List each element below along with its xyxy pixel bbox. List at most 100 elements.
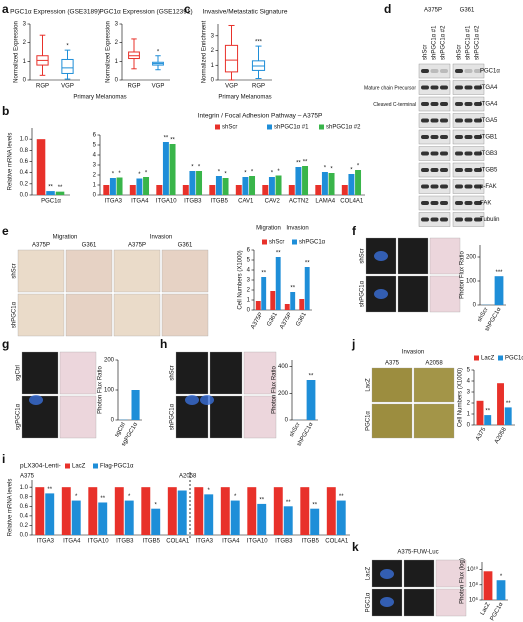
annotation: * — [191, 165, 194, 171]
y-tick-label: 3 — [247, 278, 251, 284]
blot-band — [455, 102, 463, 106]
annotation: * — [138, 172, 141, 178]
bar — [504, 407, 512, 425]
image-column-label: G361 — [82, 243, 97, 249]
blot-band — [440, 85, 448, 90]
panel-letter: i — [2, 452, 5, 466]
blot-band — [421, 85, 429, 90]
y-axis-label: Photon Flux (log) — [460, 558, 466, 604]
y-tick-label: 2 — [115, 40, 119, 46]
y-tick-label: 2 — [211, 48, 215, 54]
blot-band — [464, 168, 473, 172]
blot-note: Cleaved C-terminal — [373, 102, 416, 108]
blot-band — [455, 184, 463, 189]
bar — [45, 493, 55, 535]
y-tick-label: 4 — [247, 268, 251, 274]
blot-band — [440, 135, 448, 139]
y-tick-label: 5 — [93, 143, 97, 149]
x-tick-label: PGC1α — [489, 601, 504, 622]
bar — [103, 185, 110, 195]
blot-band — [474, 151, 482, 156]
bar — [129, 185, 136, 195]
blot-band — [474, 118, 482, 123]
panel-letter: c — [184, 2, 191, 16]
blot-band — [440, 201, 448, 205]
blot-band — [474, 102, 482, 106]
blot-band — [421, 184, 429, 189]
blot-band — [430, 217, 439, 222]
blot-row-label: ITGA4 — [480, 85, 498, 91]
blot-band — [430, 201, 439, 205]
x-tick-label: A375P — [279, 312, 293, 331]
blot-row-label: PGC1α — [480, 69, 500, 75]
y-tick-label: 10⁸ — [469, 581, 479, 588]
y-tick-label: 4 — [93, 153, 97, 159]
annotation: ** — [58, 185, 63, 191]
image-row-label: sgPGC1α — [16, 403, 22, 430]
bar — [162, 142, 169, 195]
y-tick-label: 0.8 — [20, 148, 29, 154]
annotation: ** — [100, 496, 105, 502]
y-tick-label: 100 — [104, 388, 115, 394]
x-axis-label: Primary Melanomas — [218, 95, 271, 101]
image-row-label: PGC1α — [366, 592, 372, 612]
y-axis-label: Normalized Expression — [14, 21, 20, 83]
image-tile — [59, 351, 97, 395]
x-tick-label: G361 — [295, 311, 308, 327]
x-tick-label: shScr — [289, 422, 302, 438]
panel-letter: f — [352, 224, 357, 238]
image-tile — [243, 395, 277, 439]
x-tick-label: LAMA4 — [315, 199, 335, 205]
luminescence — [374, 251, 388, 261]
bar — [284, 304, 290, 310]
image-column-label: G361 — [178, 243, 193, 249]
annotation: * — [75, 494, 78, 500]
y-tick-label: 400 — [278, 364, 289, 370]
image-column-label: A375P — [128, 243, 146, 249]
bar — [310, 508, 320, 535]
image-column-label: A375P — [32, 243, 50, 249]
annotation: ** — [276, 251, 281, 257]
x-tick-label: COL4A1 — [325, 539, 349, 545]
x-tick-label: ITGB3 — [184, 199, 202, 205]
legend-swatch — [319, 124, 324, 130]
annotation: ** — [290, 286, 295, 292]
blot-band — [421, 135, 429, 139]
luminescence — [200, 395, 214, 405]
blot-band — [455, 85, 463, 90]
x-tick-label: G361 — [266, 311, 279, 327]
blot-band — [464, 85, 473, 90]
blot-band — [440, 69, 448, 73]
luminescence — [185, 395, 199, 405]
annotation: ** — [48, 185, 53, 191]
bar — [484, 415, 492, 425]
y-tick-label: 0 — [115, 78, 119, 84]
image-row-label: PGC1α — [366, 411, 372, 431]
y-tick-label: 2 — [467, 401, 471, 407]
bar — [497, 383, 504, 425]
bar — [35, 487, 45, 535]
annotation: ** — [339, 494, 344, 500]
legend-swatch — [292, 239, 297, 245]
bar — [194, 487, 204, 535]
bar — [247, 487, 257, 535]
y-tick-label: 3 — [23, 22, 27, 28]
x-tick-label: COL4A1 — [340, 199, 364, 205]
image-tile — [413, 403, 455, 439]
legend-label: PGC1α — [505, 356, 523, 362]
blot-row-label: Tubulin — [480, 217, 499, 223]
bar — [304, 267, 310, 310]
image-column-label: A2058 — [425, 361, 443, 367]
y-tick-label: 2 — [23, 40, 27, 46]
bar — [114, 487, 124, 535]
blot-band — [464, 102, 473, 106]
blot-band — [421, 118, 429, 123]
x-tick-label: ITGA3 — [37, 539, 55, 545]
image-column-label: A375 — [385, 361, 400, 367]
image-title: Invasion — [402, 350, 424, 356]
image-row-label: sgCtrl — [16, 365, 22, 381]
blot-row-label: ITGB1 — [480, 135, 498, 141]
y-tick-label: 1 — [467, 412, 471, 418]
image-tile — [59, 395, 97, 439]
